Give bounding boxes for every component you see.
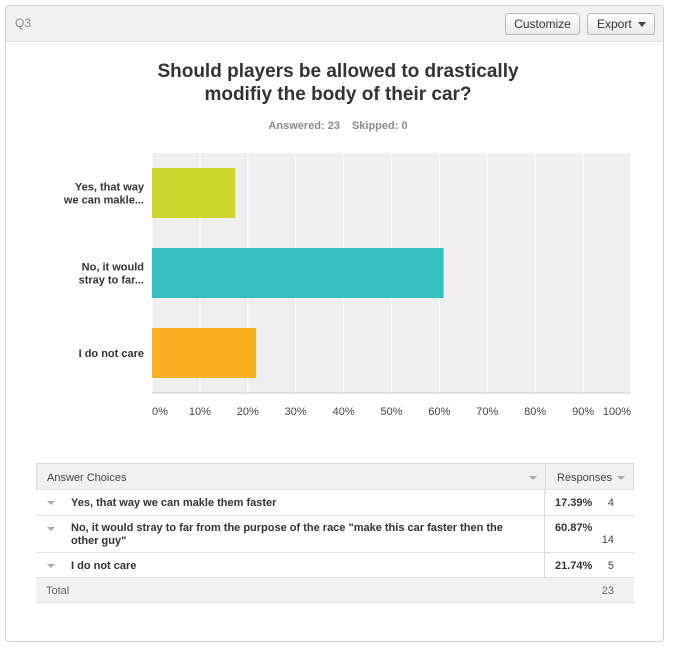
category-label: No, it would [82, 262, 144, 274]
response-percent: 60.87% [555, 522, 593, 534]
expand-caret-icon[interactable] [47, 527, 55, 531]
answer-choice-label: No, it would stray to far from the purpo… [71, 522, 503, 547]
results-table: Answer Choices Responses Yes, that way w… [36, 463, 634, 603]
answered-count: Answered: 23 [268, 120, 340, 132]
table-row: I do not care 21.74% 5 [36, 553, 634, 578]
column-divider [544, 516, 545, 552]
table-footer: Total 23 [36, 578, 634, 603]
response-count[interactable]: 5 [607, 560, 614, 572]
column-divider [545, 464, 546, 489]
expand-caret-icon[interactable] [47, 564, 55, 568]
tick-label: 90% [572, 406, 594, 418]
table-row: Yes, that way we can makle them faster 1… [36, 490, 634, 516]
tick-label: 10% [189, 406, 211, 418]
total-value: 23 [601, 585, 614, 597]
question-number: Q3 [15, 16, 32, 30]
response-percent: 17.39% [555, 497, 593, 509]
tick-label: 40% [333, 406, 355, 418]
answer-choices-header[interactable]: Answer Choices [47, 472, 127, 484]
export-button[interactable]: Export [587, 13, 655, 35]
answer-choice-label: Yes, that way we can makle them faster [71, 497, 277, 509]
card-header: Q3 Customize Export [6, 6, 663, 42]
category-label: stray to far... [79, 275, 144, 287]
tick-label: 20% [237, 406, 259, 418]
skipped-count: Skipped: 0 [351, 120, 408, 132]
tick-label: 50% [380, 406, 402, 418]
response-count[interactable]: 14 [601, 534, 614, 546]
chevron-down-icon [638, 22, 646, 27]
sort-caret-icon[interactable] [617, 476, 625, 480]
question-title-line-2: modifiy the body of their car? [204, 84, 472, 105]
category-label: Yes, that way [75, 182, 145, 194]
customize-button[interactable]: Customize [505, 13, 580, 35]
column-divider [544, 490, 545, 515]
category-label: I do not care [79, 348, 144, 360]
response-count[interactable]: 4 [607, 497, 614, 509]
export-label: Export [597, 17, 632, 31]
tick-label: 80% [524, 406, 546, 418]
table-header: Answer Choices Responses [36, 463, 634, 490]
answer-choice-label: I do not care [71, 560, 137, 572]
question-title-line-1: Should players be allowed to drastically [157, 61, 519, 82]
table-row: No, it would stray to far from the purpo… [36, 516, 634, 553]
column-divider [544, 553, 545, 577]
tick-label: 60% [428, 406, 450, 418]
tick-label: 30% [285, 406, 307, 418]
expand-caret-icon[interactable] [47, 501, 55, 505]
tick-label: 0% [152, 406, 168, 418]
tick-label: 100% [603, 406, 631, 418]
response-summary: Answered: 23 Skipped: 0 [0, 120, 676, 132]
total-label: Total [46, 585, 70, 597]
response-percent: 21.74% [555, 560, 593, 572]
bar [152, 168, 236, 218]
responses-header[interactable]: Responses [557, 472, 613, 484]
tick-label: 70% [476, 406, 498, 418]
sort-caret-icon[interactable] [529, 476, 537, 480]
bar [152, 328, 257, 378]
bar [152, 248, 444, 298]
category-label: we can makle... [63, 195, 144, 207]
question-title: Should players be allowed to drastically… [0, 60, 676, 106]
